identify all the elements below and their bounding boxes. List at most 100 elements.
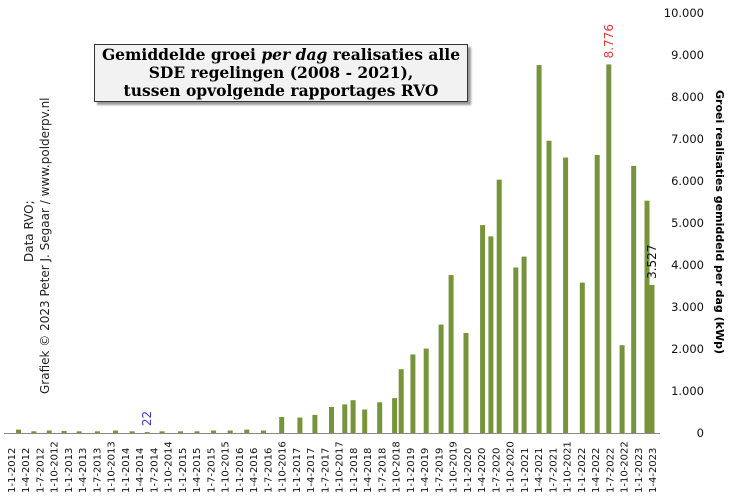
x-tick-label: 1-1-2019 (406, 448, 417, 493)
x-tick-label: 1-10-2020 (506, 441, 517, 493)
bar-29 (448, 275, 454, 433)
bar-22 (362, 409, 368, 433)
x-tick-label: 1-1-2018 (349, 448, 360, 493)
x-tick-label: 1-7-2016 (263, 448, 274, 493)
bar-31 (480, 225, 486, 433)
bar-25 (398, 369, 404, 433)
bar-18 (312, 414, 318, 433)
x-tick-label: 1-7-2018 (377, 448, 388, 493)
bar-14 (244, 429, 250, 433)
y-tick-label: 1.000 (671, 384, 704, 398)
y-tick-label: 9.000 (671, 48, 704, 62)
bars-group (16, 64, 655, 434)
x-tick-label: 1-4-2017 (306, 448, 317, 493)
y-tick-label: 2.000 (671, 342, 704, 356)
x-tick-label: 1-10-2021 (563, 441, 574, 493)
bar-8 (144, 432, 150, 434)
x-tick-label: 1-4-2021 (534, 448, 545, 493)
bar-27 (423, 348, 429, 433)
x-tick-label: 1-1-2013 (64, 448, 75, 493)
x-tick-label: 1-1-2016 (235, 448, 246, 493)
bar-12 (211, 430, 217, 433)
bar-3 (61, 430, 67, 433)
bar-2 (46, 430, 52, 433)
x-tick-label: 1-7-2019 (434, 448, 445, 493)
y-tick-label: 3.000 (671, 300, 704, 314)
copyright-note: Grafiek © 2023 Peter J. Segaar / www.pol… (38, 97, 52, 394)
title-part-2: realisaties alle (327, 45, 461, 64)
x-tick-label: 1-10-2012 (50, 441, 61, 493)
x-tick-label: 1-7-2013 (93, 448, 104, 493)
bar-44 (644, 200, 650, 433)
x-tick-label: 1-10-2019 (449, 441, 460, 493)
bar-0 (16, 429, 21, 433)
x-tick-label: 1-10-2017 (335, 441, 346, 493)
bar-35 (521, 256, 527, 433)
title-part-1: Gemiddelde groei (101, 45, 262, 64)
x-tick-label: 1-1-2020 (463, 448, 474, 493)
bar-23 (377, 402, 383, 433)
x-tick-label: 1-4-2018 (363, 448, 374, 493)
x-tick-label: 1-4-2014 (135, 448, 146, 493)
y-tick-label: 5.000 (671, 216, 704, 230)
bar-5 (94, 431, 100, 433)
x-tick-label: 1-1-2021 (520, 448, 531, 493)
y-axis-ticks: 0 1.000 2.000 3.000 4.000 5.000 6.000 7.000 8.00… (664, 6, 704, 440)
x-tick-label: 1-10-2015 (221, 441, 232, 493)
bar-34 (513, 267, 519, 433)
x-tick-label: 1-10-2013 (107, 441, 118, 493)
bar-43 (631, 165, 637, 433)
bar-28 (438, 324, 444, 433)
y-tick-label: 0 (697, 426, 704, 440)
y-tick-label: 7.000 (671, 132, 704, 146)
bar-21 (350, 400, 356, 433)
x-tick-label: 1-4-2022 (591, 448, 602, 493)
bar-26 (410, 354, 416, 433)
x-tick-label: 1-7-2012 (36, 448, 47, 493)
x-tick-label: 1-1-2017 (292, 448, 303, 493)
x-tick-label: 1-7-2017 (320, 448, 331, 493)
bar-37 (546, 140, 552, 433)
y-tick-label: 8.000 (671, 90, 704, 104)
x-tick-label: 1-4-2015 (192, 448, 203, 493)
x-tick-label: 1-4-2019 (420, 448, 431, 493)
title-line-2: SDE regelingen (2008 - 2021), (148, 63, 414, 82)
bar-41 (606, 64, 612, 434)
bar-value-label: 3.527 (645, 245, 659, 279)
x-axis-ticks: 1-1-2012 1-4-2012 1-7-2012 1-10-2012 1-1-201… (7, 441, 659, 493)
bar-30 (463, 333, 469, 433)
x-tick-label: 1-1-2012 (7, 448, 18, 493)
y-tick-label: 4.000 (671, 258, 704, 272)
bar-7 (129, 431, 135, 433)
bar-24 (392, 398, 398, 433)
x-tick-label: 1-7-2022 (605, 448, 616, 493)
bar-9 (159, 431, 165, 433)
chart-title: Gemiddelde groei per dag realisaties all… (94, 44, 468, 102)
bar-4 (76, 431, 82, 433)
title-line-3: tussen opvolgende rapportages RVO (123, 81, 439, 100)
bar-10 (177, 431, 183, 433)
bar-1 (31, 431, 37, 433)
bar-16 (279, 417, 285, 433)
bar-45 (649, 284, 655, 433)
bar-33 (496, 179, 502, 433)
x-tick-label: 1-7-2014 (149, 448, 160, 493)
x-tick-label: 1-4-2023 (648, 448, 659, 493)
x-tick-label: 1-4-2013 (78, 448, 89, 493)
y-axis-label: Groei realisaties gemiddeld per dag (kWp… (713, 90, 726, 354)
x-tick-label: 1-1-2023 (634, 448, 645, 493)
x-tick-label: 1-1-2022 (577, 448, 588, 493)
x-tick-label: 1-4-2016 (249, 448, 260, 493)
bar-11 (194, 431, 200, 433)
bar-value-label: 22 (140, 411, 154, 426)
bar-value-label: 8.776 (602, 24, 616, 58)
bar-6 (113, 430, 119, 433)
x-tick-label: 1-7-2015 (206, 448, 217, 493)
bar-32 (488, 236, 494, 433)
x-tick-label: 1-4-2012 (21, 448, 32, 493)
x-tick-label: 1-1-2014 (121, 448, 132, 493)
bar-17 (297, 417, 303, 433)
bar-39 (579, 282, 585, 433)
bar-38 (563, 157, 569, 433)
